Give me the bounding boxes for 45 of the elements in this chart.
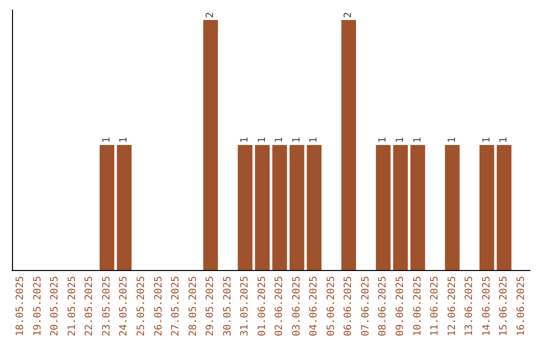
x-tick-label: 16.06.2025 [516,276,527,336]
x-tick-label: 11.06.2025 [430,276,441,336]
x-tick-label: 15.06.2025 [498,276,510,336]
data-label: 1 [446,136,458,143]
x-tick-label: 19.05.2025 [32,276,44,336]
x-tick-label: 20.05.2025 [50,276,61,336]
data-label: 1 [498,136,510,143]
x-tick-label: 10.06.2025 [412,276,424,336]
data-label: 1 [240,136,251,143]
x-tick-label: 07.06.2025 [360,276,372,336]
x-tick-label: 23.05.2025 [101,276,112,336]
data-label: 1 [118,136,130,143]
x-tick-label: 06.06.2025 [343,276,354,336]
x-tick-label: 30.05.2025 [222,276,234,336]
data-label: 1 [481,136,492,143]
x-tick-label: 29.05.2025 [205,276,216,336]
x-tick-label: 12.06.2025 [446,276,458,336]
x-tick-label: 18.05.2025 [15,276,26,336]
x-tick-label: 22.05.2025 [84,276,96,336]
x-tick-label: 28.05.2025 [188,276,199,336]
x-tick-label: 31.05.2025 [240,276,251,336]
x-tick-label: 09.06.2025 [395,276,406,336]
x-tick-label: 01.06.2025 [256,276,268,336]
x-tick-label: 26.05.2025 [153,276,164,336]
data-label: 1 [274,136,286,143]
data-label: 1 [395,136,406,143]
x-tick-label: 13.06.2025 [464,276,476,336]
x-tick-label: 21.05.2025 [66,276,78,336]
x-tick-label: 24.05.2025 [118,276,130,336]
x-tick-label: 05.06.2025 [326,276,337,336]
data-label: 1 [256,136,268,143]
data-label: 2 [343,12,354,18]
data-label: 1 [291,136,302,143]
x-tick-label: 02.06.2025 [274,276,286,336]
x-tick-label: 08.06.2025 [378,276,389,336]
x-tick-label: 25.05.2025 [136,276,147,336]
data-label: 2 [205,12,216,18]
data-label: 1 [378,136,389,143]
x-tick-label: 14.06.2025 [481,276,492,336]
x-tick-label: 04.06.2025 [308,276,320,336]
x-tick-label: 27.05.2025 [170,276,182,336]
data-label: 1 [412,136,424,143]
x-tick-label: 03.06.2025 [291,276,302,336]
data-label: 1 [101,136,112,143]
data-label: 1 [308,136,320,143]
